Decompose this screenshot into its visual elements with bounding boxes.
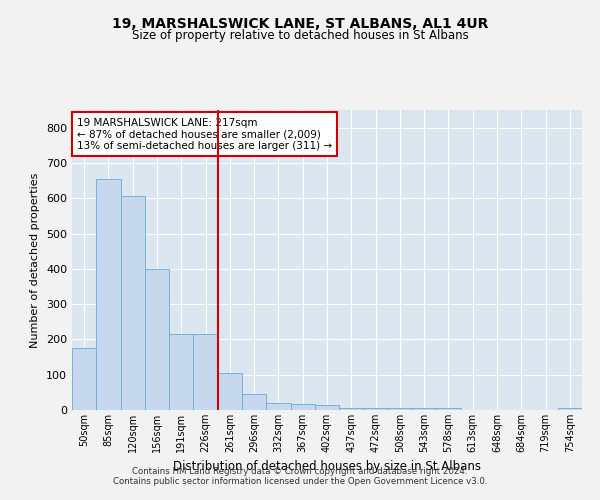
Bar: [339, 408, 364, 410]
Bar: [96, 179, 121, 410]
Text: Contains public sector information licensed under the Open Government Licence v3: Contains public sector information licen…: [113, 477, 487, 486]
Bar: [72, 348, 96, 410]
X-axis label: Distribution of detached houses by size in St Albans: Distribution of detached houses by size …: [173, 460, 481, 473]
Text: Size of property relative to detached houses in St Albans: Size of property relative to detached ho…: [131, 29, 469, 42]
Text: Contains HM Land Registry data © Crown copyright and database right 2024.: Contains HM Land Registry data © Crown c…: [132, 467, 468, 476]
Bar: [412, 408, 436, 410]
Bar: [145, 269, 169, 410]
Bar: [290, 404, 315, 410]
Bar: [558, 408, 582, 410]
Bar: [266, 403, 290, 410]
Bar: [436, 408, 461, 410]
Y-axis label: Number of detached properties: Number of detached properties: [31, 172, 40, 348]
Bar: [364, 408, 388, 410]
Bar: [315, 405, 339, 410]
Bar: [193, 334, 218, 410]
Bar: [218, 373, 242, 410]
Bar: [242, 394, 266, 410]
Bar: [169, 334, 193, 410]
Bar: [121, 196, 145, 410]
Text: 19, MARSHALSWICK LANE, ST ALBANS, AL1 4UR: 19, MARSHALSWICK LANE, ST ALBANS, AL1 4U…: [112, 18, 488, 32]
Bar: [388, 408, 412, 410]
Text: 19 MARSHALSWICK LANE: 217sqm
← 87% of detached houses are smaller (2,009)
13% of: 19 MARSHALSWICK LANE: 217sqm ← 87% of de…: [77, 118, 332, 150]
